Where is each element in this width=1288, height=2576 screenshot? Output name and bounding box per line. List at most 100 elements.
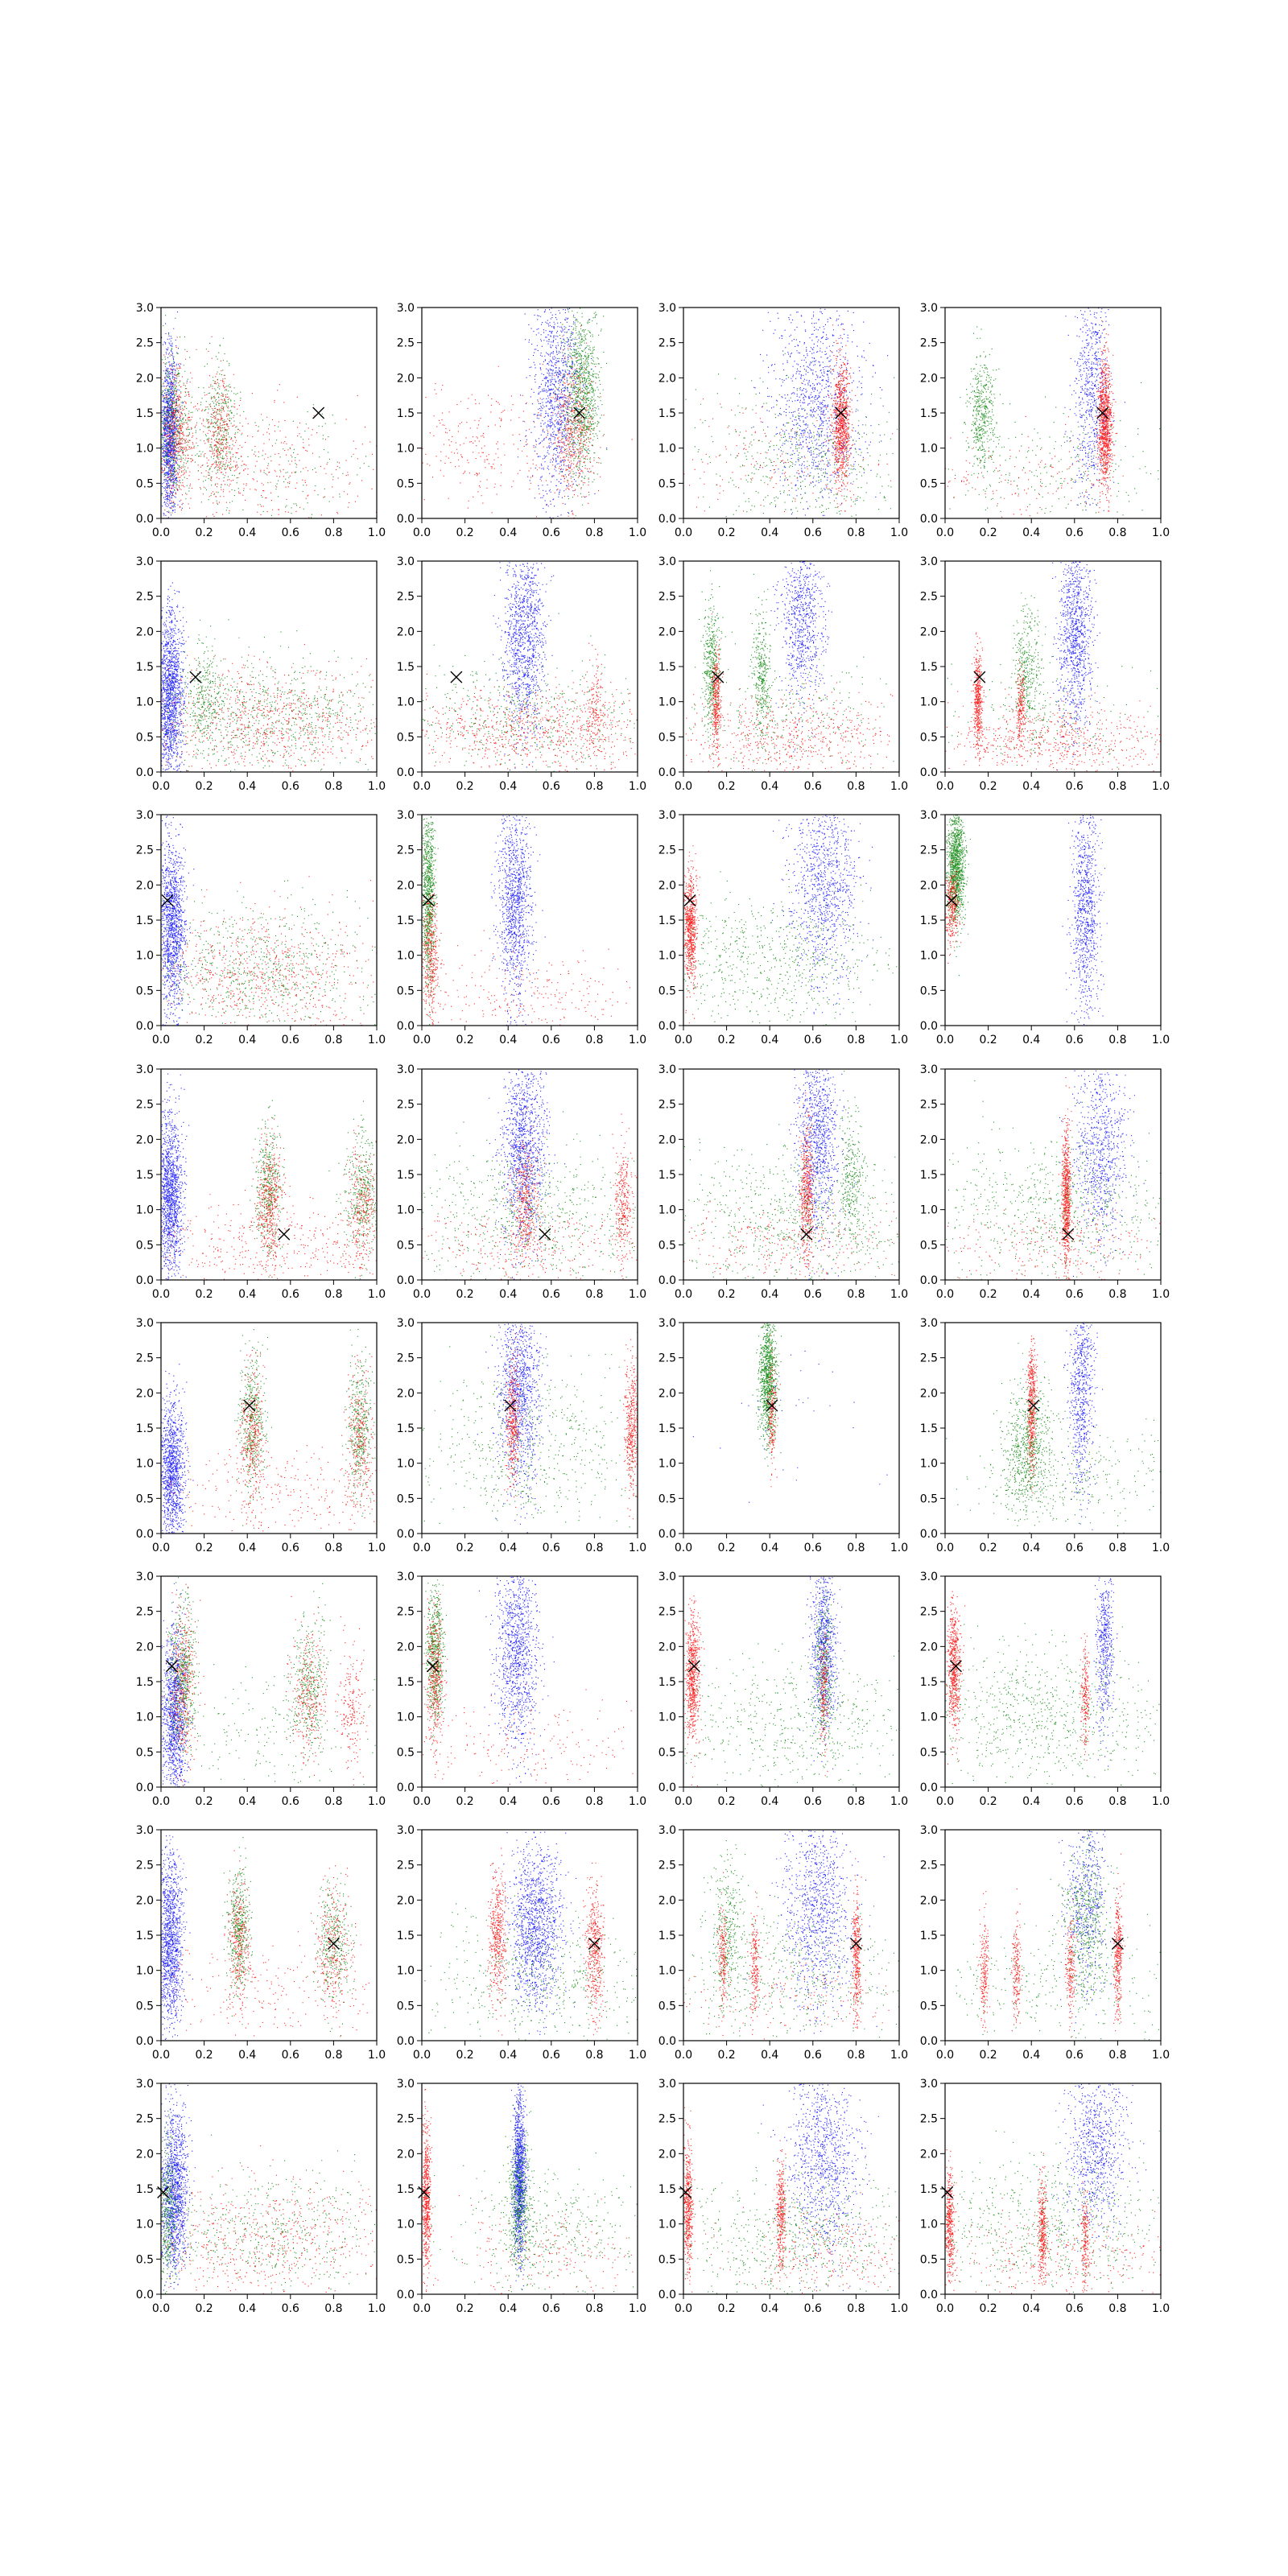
y-tick-label: 2.0 (397, 879, 415, 892)
y-tick-label: 3.0 (397, 1317, 415, 1330)
x-tick-label: 0.2 (195, 1542, 213, 1554)
y-tick-label: 2.0 (920, 1894, 938, 1907)
x-tick-label: 0.2 (979, 1034, 997, 1046)
scatter-points-red (161, 336, 204, 514)
x-tick-label: 1.0 (368, 2049, 386, 2062)
subplot-r0-c2: 0.0 0.2 0.4 0.6 0.8 1.0 0.0 0.5 1.0 1.5 2.0 2.5 3.0 (658, 302, 908, 539)
subplot-r3-c2: 0.0 0.2 0.4 0.6 0.8 1.0 0.0 0.5 1.0 1.5 2.0 2.5 3.0 (658, 1063, 908, 1301)
y-tick-label: 0.0 (136, 513, 154, 526)
x-tick-label: 0.2 (195, 1795, 213, 1808)
scatter-points-green (683, 1105, 899, 1280)
y-tick-label: 2.0 (920, 1387, 938, 1400)
y-tick-label: 0.5 (658, 985, 676, 997)
x-tick-label: 0.6 (282, 780, 299, 793)
x-marker (1062, 1228, 1075, 1241)
scatter-points-blue (788, 1069, 857, 1280)
x-tick-label: 0.8 (1108, 1034, 1126, 1046)
x-marker (450, 671, 463, 683)
x-tick-label: 0.4 (499, 2302, 517, 2315)
points-layer (683, 1069, 899, 1280)
x-tick-label: 1.0 (629, 526, 646, 539)
axes-frame (683, 814, 900, 1026)
points-layer (423, 1323, 638, 1534)
scatter-points-green (683, 2132, 899, 2294)
y-tick-label: 1.5 (658, 407, 676, 420)
x-tick-label: 0.8 (324, 1034, 342, 1046)
x-tick-label: 0.6 (543, 1542, 560, 1554)
y-tick-label: 0.0 (397, 766, 415, 779)
y-tick-label: 1.0 (658, 1965, 676, 1978)
x-tick-label: 0.4 (1022, 526, 1040, 539)
scatter-points-red (1058, 1077, 1075, 1280)
x-tick-label: 0.4 (499, 1542, 517, 1554)
y-tick-label: 0.0 (397, 1781, 415, 1794)
x-marker (800, 1228, 813, 1241)
x-tick-label: 0.8 (847, 2302, 865, 2315)
scatter-points-green (956, 1907, 1161, 2041)
subplot-r1-c2: 0.0 0.2 0.4 0.6 0.8 1.0 0.0 0.5 1.0 1.5 2.0 2.5 3.0 (658, 555, 908, 793)
x-tick-label: 0.8 (847, 780, 865, 793)
scatter-points-red (339, 1355, 377, 1530)
scatter-points-green (423, 1335, 638, 1534)
scatter-points-red (683, 1596, 705, 1787)
y-tick-label: 1.0 (397, 950, 415, 963)
x-tick-label: 0.6 (543, 780, 560, 793)
x-tick-label: 0.6 (282, 2049, 299, 2062)
y-tick-label: 1.0 (136, 1965, 154, 1978)
y-tick-label: 1.5 (397, 1930, 415, 1942)
y-tick-label: 2.0 (658, 1387, 676, 1400)
y-tick-label: 1.0 (920, 1458, 938, 1471)
x-tick-label: 0.2 (717, 780, 735, 793)
y-tick-label: 0.5 (136, 2000, 154, 2013)
y-tick-label: 3.0 (397, 2078, 415, 2091)
x-tick-label: 1.0 (1152, 1034, 1170, 1046)
x-tick-label: 0.6 (1066, 780, 1084, 793)
x-tick-label: 0.2 (456, 526, 473, 539)
x-tick-label: 0.0 (936, 2302, 954, 2315)
x-marker (426, 1660, 439, 1673)
y-tick-label: 0.0 (920, 1274, 938, 1287)
x-tick-label: 0.2 (456, 2049, 473, 2062)
y-tick-label: 2.5 (920, 844, 938, 857)
x-tick-label: 1.0 (629, 2049, 646, 2062)
y-tick-label: 0.0 (136, 1274, 154, 1287)
x-tick-label: 0.4 (499, 1034, 517, 1046)
y-tick-label: 1.0 (136, 1711, 154, 1724)
points-layer (945, 1577, 1160, 1785)
points-layer (683, 308, 898, 518)
scatter-points-red (162, 641, 377, 772)
scatter-points-green (222, 1837, 254, 2025)
y-tick-label: 2.5 (920, 337, 938, 350)
y-tick-label: 1.0 (658, 696, 676, 709)
y-tick-label: 1.0 (397, 443, 415, 456)
y-tick-label: 1.0 (136, 443, 154, 456)
y-tick-label: 0.5 (920, 1492, 938, 1505)
x-marker (941, 2186, 954, 2198)
x-tick-label: 0.8 (585, 780, 603, 793)
scatter-points-green (234, 1329, 272, 1529)
y-tick-label: 2.5 (658, 1860, 676, 1872)
x-tick-label: 0.2 (717, 2049, 735, 2062)
y-tick-label: 0.0 (136, 2035, 154, 2048)
x-tick-label: 0.8 (1108, 2302, 1126, 2315)
y-tick-label: 1.0 (397, 1711, 415, 1724)
y-tick-label: 1.0 (658, 1458, 676, 1471)
y-tick-label: 0.0 (920, 2289, 938, 2301)
y-tick-label: 1.5 (920, 914, 938, 927)
x-tick-label: 0.4 (499, 1795, 517, 1808)
x-tick-label: 0.6 (1066, 526, 1084, 539)
y-tick-label: 3.0 (920, 2078, 938, 2091)
scatter-points-green (945, 815, 971, 976)
x-tick-label: 0.2 (717, 526, 735, 539)
scatter-points-red (798, 1092, 816, 1278)
x-tick-label: 0.8 (324, 1288, 342, 1301)
y-tick-label: 0.0 (658, 1274, 676, 1287)
x-tick-label: 0.4 (761, 780, 778, 793)
x-tick-label: 0.8 (585, 1034, 603, 1046)
scatter-points-blue (161, 2083, 196, 2294)
x-tick-label: 0.6 (1066, 2302, 1084, 2315)
y-tick-label: 3.0 (920, 1317, 938, 1330)
y-tick-label: 1.5 (397, 1169, 415, 1182)
x-tick-label: 0.4 (761, 2302, 778, 2315)
y-tick-label: 1.5 (136, 407, 154, 420)
